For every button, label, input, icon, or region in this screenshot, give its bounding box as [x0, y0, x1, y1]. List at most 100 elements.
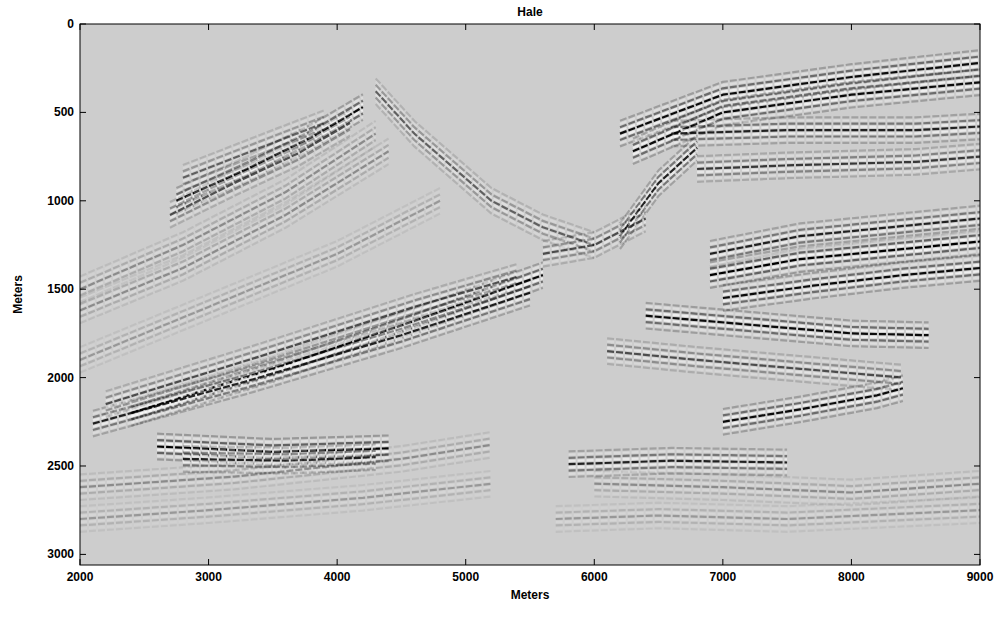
wavelet: [80, 210, 440, 369]
x-tick: [594, 559, 595, 565]
y-tick-label: 3000: [47, 547, 74, 561]
wavelet: [183, 133, 324, 188]
wavelet: [80, 142, 389, 301]
wavelet: [723, 281, 980, 311]
wavelet: [183, 448, 376, 452]
x-tick: [208, 24, 209, 30]
wavelet: [376, 82, 595, 236]
reflector: [723, 255, 980, 311]
wavelet: [556, 513, 980, 522]
wavelet: [106, 270, 517, 397]
wavelet: [723, 278, 980, 308]
reflector: [646, 303, 929, 348]
wavelet: [723, 395, 903, 429]
frame: [80, 24, 980, 565]
wavelet: [80, 484, 491, 519]
y-tick: [80, 24, 86, 25]
wavelet: [106, 286, 517, 413]
wavelet: [376, 88, 595, 242]
y-tick: [80, 554, 86, 555]
wavelet: [80, 214, 440, 373]
wavelet: [556, 507, 980, 516]
y-axis-label: Meters: [11, 275, 25, 314]
x-tick-label: 2000: [67, 570, 94, 584]
wavelet: [80, 493, 491, 528]
wavelet: [556, 523, 980, 532]
reflector: [80, 121, 376, 302]
wavelet: [80, 497, 491, 532]
wavelet: [183, 120, 324, 175]
wavelet: [607, 358, 903, 385]
x-tick: [594, 24, 595, 30]
x-tick: [980, 559, 981, 565]
reflectors: [80, 50, 980, 532]
wavelet: [106, 290, 517, 417]
y-tick-label: 1000: [47, 194, 74, 208]
wavelet: [183, 444, 376, 448]
y-tick: [974, 112, 980, 113]
reflector: [93, 280, 530, 437]
wavelet: [106, 267, 517, 394]
y-tick-label: 2500: [47, 459, 74, 473]
wavelet: [376, 101, 595, 255]
title: Hale: [517, 5, 543, 19]
y-tick-label: 500: [54, 105, 74, 119]
wavelet: [183, 129, 324, 184]
wavelet: [376, 104, 595, 258]
wavelet: [556, 517, 980, 526]
x-tick-label: 7000: [710, 570, 737, 584]
x-tick: [722, 24, 723, 30]
wavelet: [93, 293, 530, 424]
wavelet: [80, 487, 491, 522]
wavelet: [93, 302, 530, 433]
wavelet: [93, 290, 530, 421]
x-tick: [980, 24, 981, 30]
wavelet: [80, 442, 491, 484]
y-tick-label: 0: [67, 17, 74, 31]
wavelet: [376, 85, 595, 239]
wavelet: [556, 520, 980, 529]
wavelet: [556, 501, 980, 510]
wavelet: [157, 434, 389, 439]
x-tick: [851, 559, 852, 565]
wavelet: [543, 228, 646, 263]
wavelet: [556, 510, 980, 519]
x-tick: [208, 559, 209, 565]
reflector: [80, 432, 491, 500]
wavelet: [646, 325, 929, 345]
wavelet: [106, 264, 517, 391]
wavelet: [723, 274, 980, 304]
y-tick: [974, 465, 980, 466]
wavelet: [93, 283, 530, 414]
wavelet: [376, 98, 595, 252]
wavelet: [646, 329, 929, 349]
wavelet: [80, 445, 491, 487]
wavelet: [93, 280, 530, 411]
wavelet: [106, 280, 517, 407]
y-tick: [974, 200, 980, 201]
wavelet: [80, 471, 491, 506]
wavelet: [183, 123, 324, 178]
wavelet: [80, 448, 491, 490]
reflector: [80, 471, 491, 532]
y-tick: [974, 289, 980, 290]
reflector: [607, 338, 903, 390]
x-tick: [80, 559, 81, 565]
x-tick-label: 4000: [324, 570, 351, 584]
x-tick: [465, 24, 466, 30]
wavelet: [556, 497, 980, 506]
wavelet: [93, 296, 530, 427]
chart: 2000300040005000600070008000900005001000…: [0, 0, 1000, 618]
y-tick: [80, 289, 86, 290]
wavelet: [93, 299, 530, 430]
wavelet: [80, 438, 491, 480]
wavelet: [543, 231, 646, 266]
wavelet: [607, 361, 903, 388]
y-tick: [80, 200, 86, 201]
x-tick-label: 5000: [452, 570, 479, 584]
wavelet: [80, 143, 376, 299]
wavelet: [376, 91, 595, 245]
wavelet: [183, 126, 324, 181]
wavelet: [80, 451, 491, 493]
x-tick-label: 6000: [581, 570, 608, 584]
